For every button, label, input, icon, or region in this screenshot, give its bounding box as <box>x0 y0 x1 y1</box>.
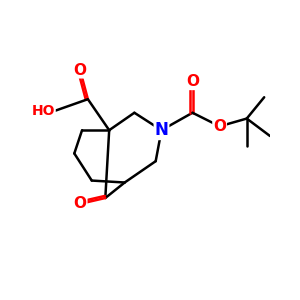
Text: O: O <box>74 196 87 211</box>
Text: O: O <box>186 74 199 89</box>
Text: O: O <box>213 119 226 134</box>
Text: O: O <box>74 63 87 78</box>
Text: N: N <box>154 121 168 139</box>
Text: HO: HO <box>32 104 55 118</box>
